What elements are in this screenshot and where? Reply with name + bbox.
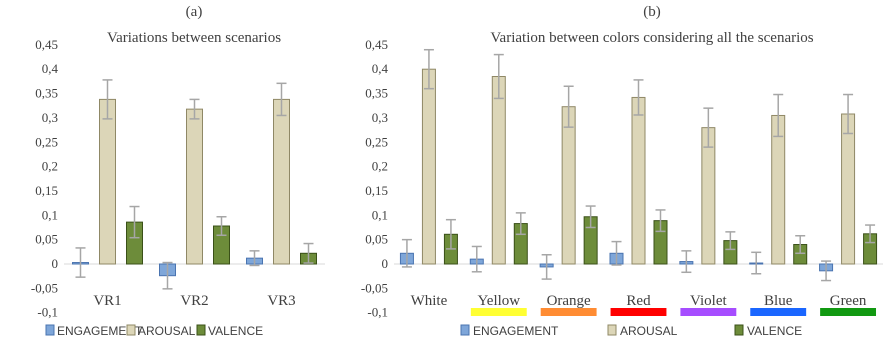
- panel-a-ytick: 0,1: [42, 207, 58, 222]
- panel-a-legend-label: ENGAGEMENT: [57, 324, 143, 338]
- panel-b-category-color: [400, 308, 457, 316]
- panel-a-ytick: 0,3: [42, 110, 58, 125]
- panel-b-category-label: Yellow: [477, 293, 520, 309]
- panel-a-ytick: 0,2: [42, 159, 58, 174]
- panel-b-bar-arousal: [771, 114, 786, 265]
- panel-a-legend-swatch-arousal: [126, 324, 136, 336]
- panel-a-title: Variations between scenarios: [107, 30, 281, 46]
- panel-b-category-label: Blue: [764, 293, 793, 309]
- panel-b-legend-swatch-engagement: [460, 324, 470, 336]
- panel-b-bar-arousal: [701, 127, 716, 265]
- panel-a-category-label: VR2: [180, 293, 208, 309]
- panel-a-ytick: -0,05: [31, 280, 58, 295]
- panel-b-category-label: Red: [626, 293, 651, 309]
- panel-b-category-color: [610, 308, 667, 316]
- panel-b-legend-label: VALENCE: [747, 324, 802, 338]
- panel-b-ytick: -0,05: [361, 280, 388, 295]
- panel-a-ytick: 0,4: [42, 61, 59, 76]
- panel-a-bar-arousal: [273, 98, 290, 265]
- panel-b-legend-label: ENGAGEMENT: [473, 324, 559, 338]
- panel-a-legend-swatch-valence: [196, 324, 206, 336]
- panel-a-ytick: 0,15: [35, 183, 58, 198]
- panel-b-bar-arousal: [491, 76, 506, 265]
- panel-b-ytick: -0,1: [367, 305, 388, 320]
- panel-a-label: (a): [186, 4, 203, 20]
- panel-a-legend-label: AROUSAL: [138, 324, 196, 338]
- panel-b-legend-label: AROUSAL: [620, 324, 678, 338]
- panel-b-category-color: [540, 308, 597, 316]
- panel-a-ytick: 0,35: [35, 86, 58, 101]
- panel-b-ytick: 0,2: [372, 159, 388, 174]
- panel-a-ytick: 0: [52, 256, 59, 271]
- panel-b-category-color: [470, 308, 527, 316]
- panel-b-bar-arousal: [421, 68, 436, 265]
- panel-a-category-label: VR3: [267, 293, 295, 309]
- panel-b-ytick: 0,1: [372, 207, 388, 222]
- panel-b-category-label: Violet: [690, 293, 727, 309]
- panel-a-ytick: 0,05: [35, 232, 58, 247]
- panel-b-category-color: [680, 308, 737, 316]
- panel-a-ytick: 0,45: [35, 37, 58, 52]
- panel-a-ytick: -0,1: [37, 305, 58, 320]
- panel-b-bar-arousal: [561, 106, 576, 265]
- panel-b-category-color: [820, 308, 877, 316]
- panel-b-legend-swatch-arousal: [607, 324, 617, 336]
- panel-b-ytick: 0,45: [365, 37, 388, 52]
- panel-b-ytick: 0,4: [372, 61, 389, 76]
- panel-b-ytick: 0,05: [365, 232, 388, 247]
- panel-a-legend-swatch-engagement: [45, 324, 55, 336]
- panel-a-bar-arousal: [186, 108, 203, 265]
- panel-b-bar-arousal: [631, 96, 646, 265]
- panel-b-category-label: White: [411, 293, 448, 309]
- panel-b-bar-arousal: [841, 113, 856, 265]
- panel-a-ytick: 0,25: [35, 134, 58, 149]
- panel-a-bar-arousal: [99, 98, 116, 265]
- panel-b-category-label: Green: [830, 293, 867, 309]
- panel-a-category-label: VR1: [93, 293, 121, 309]
- panel-b-ytick: 0,3: [372, 110, 388, 125]
- panel-a-legend-label: VALENCE: [208, 324, 263, 338]
- panel-b-ytick: 0,15: [365, 183, 388, 198]
- panel-b-title: Variation between colors considering all…: [490, 30, 813, 46]
- panel-b-ytick: 0,35: [365, 86, 388, 101]
- panel-b-category-color: [750, 308, 807, 316]
- panel-b-label: (b): [643, 4, 661, 20]
- panel-b-ytick: 0: [382, 256, 389, 271]
- panel-b-legend-swatch-valence: [734, 324, 744, 336]
- panel-b-ytick: 0,25: [365, 134, 388, 149]
- panel-b-category-label: Orange: [547, 293, 591, 309]
